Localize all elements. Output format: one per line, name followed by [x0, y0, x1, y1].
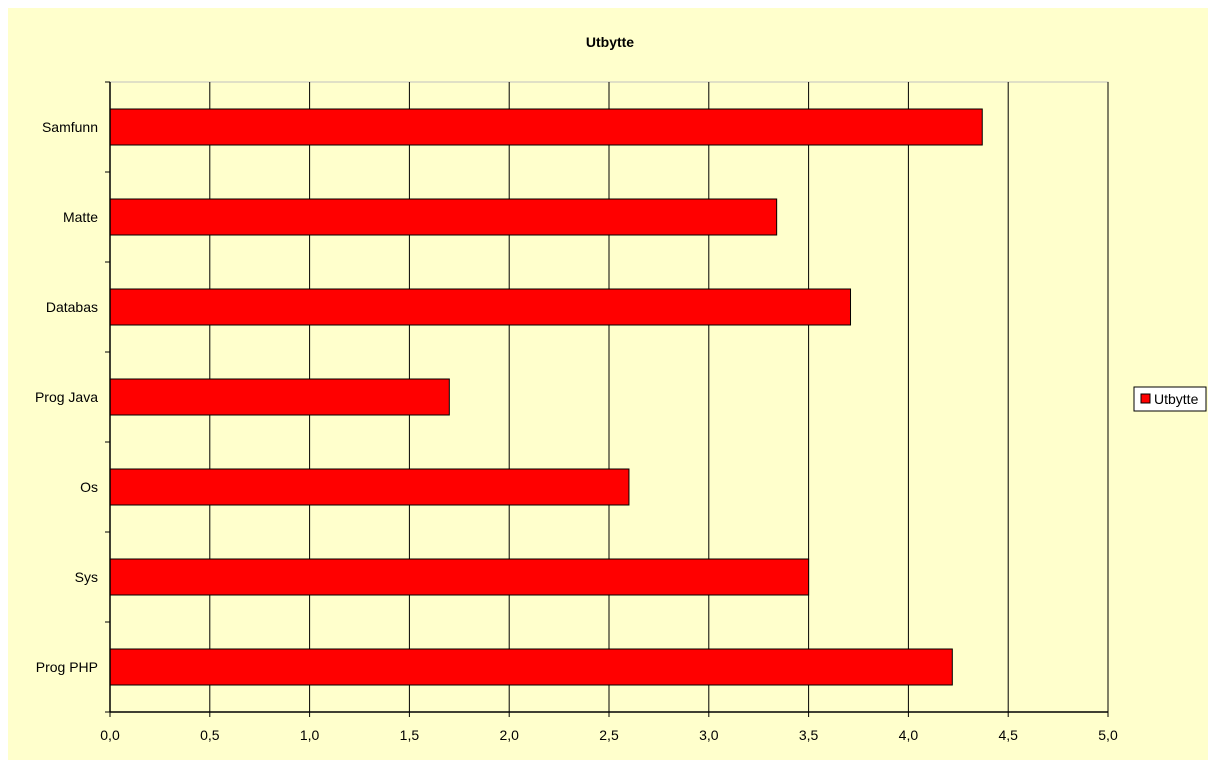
bar-databas [109, 288, 852, 326]
legend-swatch [1140, 393, 1151, 404]
x-tick-label: 5,0 [1098, 727, 1118, 743]
y-axis-labels: Samfunn Matte Databas Prog Java Os Sys Prog PH… [35, 119, 98, 675]
bar-sys [109, 558, 810, 596]
x-tick-label: 1,5 [400, 727, 420, 743]
x-tick-label: 1,0 [300, 727, 320, 743]
bar-prog-java [109, 378, 450, 416]
bar-prog-php [109, 648, 953, 686]
y-tick-label: Prog Java [35, 389, 98, 405]
x-tick-label: 4,5 [998, 727, 1018, 743]
y-tick-label: Sys [75, 569, 98, 585]
chart-title: Utbytte [586, 34, 634, 50]
x-axis-labels: 0,0 0,5 1,0 1,5 2,0 2,5 3,0 3,5 4,0 4,5 5,0 [100, 727, 1118, 743]
legend-label: Utbytte [1154, 391, 1199, 407]
x-tick-label: 2,5 [599, 727, 619, 743]
x-tick-label: 4,0 [899, 727, 919, 743]
y-tick-label: Samfunn [42, 119, 98, 135]
bar-os [109, 468, 630, 506]
y-tick-label: Matte [63, 209, 98, 225]
bar-samfunn [109, 108, 983, 146]
y-tick-label: Prog PHP [36, 659, 98, 675]
x-tick-label: 3,5 [799, 727, 819, 743]
axes [105, 81, 1109, 717]
y-tick-label: Databas [46, 299, 98, 315]
legend: Utbytte [1133, 386, 1207, 412]
bar-matte [109, 198, 778, 236]
x-tick-label: 0,5 [200, 727, 220, 743]
bars [109, 108, 983, 686]
x-tick-label: 0,0 [100, 727, 120, 743]
x-tick-label: 2,0 [499, 727, 519, 743]
x-tick-label: 3,0 [699, 727, 719, 743]
y-tick-label: Os [80, 479, 98, 495]
